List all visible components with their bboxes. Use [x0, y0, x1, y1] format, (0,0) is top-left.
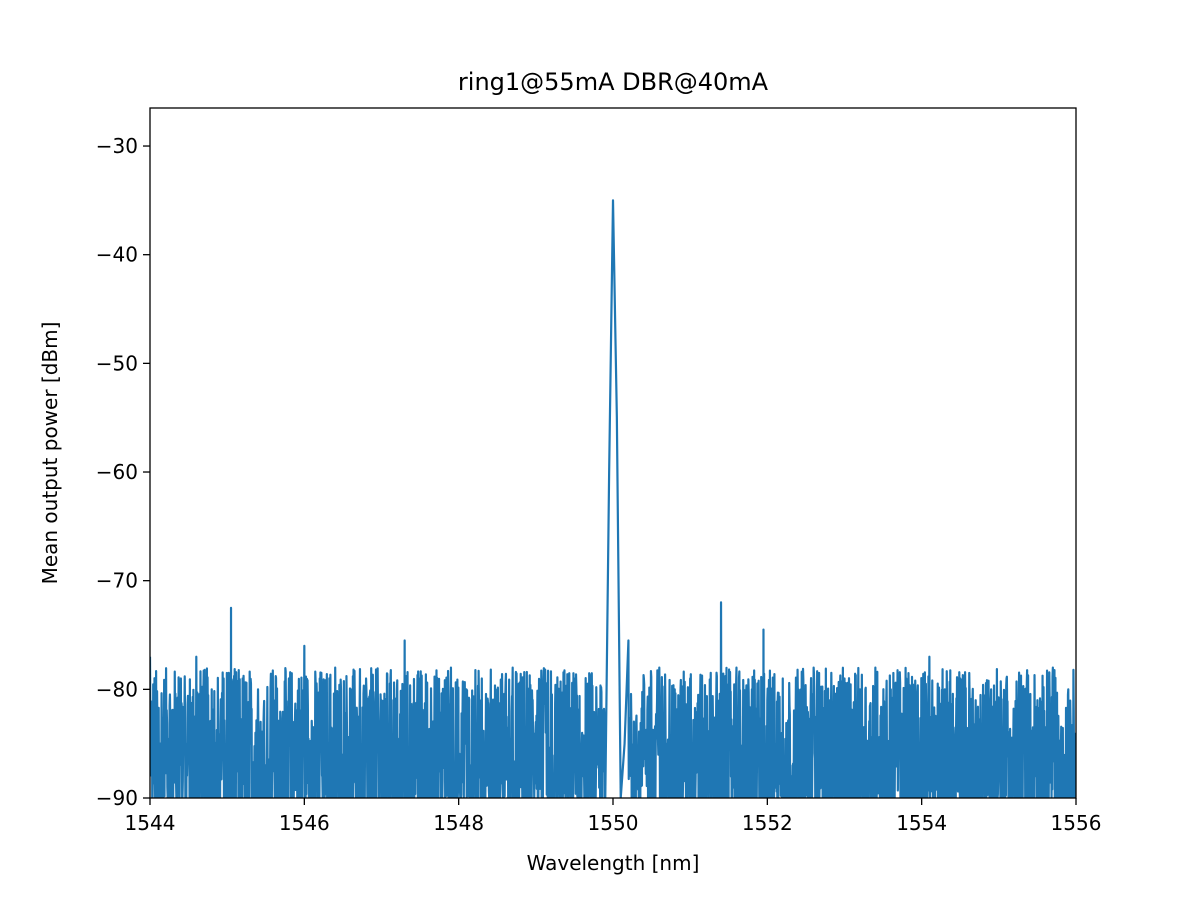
y-axis-ticks: −90 −80 −70 −60 −50 −40 −30 [96, 134, 150, 810]
y-tick-label: −40 [96, 243, 138, 267]
series-layer [150, 199, 1076, 798]
plot-area [149, 107, 1077, 799]
spectrum-line [150, 199, 1076, 798]
x-tick-label: 1548 [433, 811, 484, 835]
y-tick-label: −90 [96, 786, 138, 810]
x-tick-label: 1546 [279, 811, 330, 835]
chart-title: ring1@55mA DBR@40mA [458, 68, 769, 96]
y-tick-label: −80 [96, 677, 138, 701]
y-tick-label: −70 [96, 569, 138, 593]
y-axis-label: Mean output power [dBm] [38, 322, 62, 585]
x-axis-label: Wavelength [nm] [527, 851, 700, 875]
x-tick-label: 1554 [896, 811, 947, 835]
y-tick-label: −60 [96, 460, 138, 484]
x-tick-label: 1544 [125, 811, 176, 835]
y-tick-label: −30 [96, 134, 138, 158]
x-axis-ticks: 1544 1546 1548 1550 1552 1554 1556 [125, 798, 1102, 835]
x-tick-label: 1550 [588, 811, 639, 835]
x-tick-label: 1556 [1051, 811, 1102, 835]
x-tick-label: 1552 [742, 811, 793, 835]
y-tick-label: −50 [96, 351, 138, 375]
